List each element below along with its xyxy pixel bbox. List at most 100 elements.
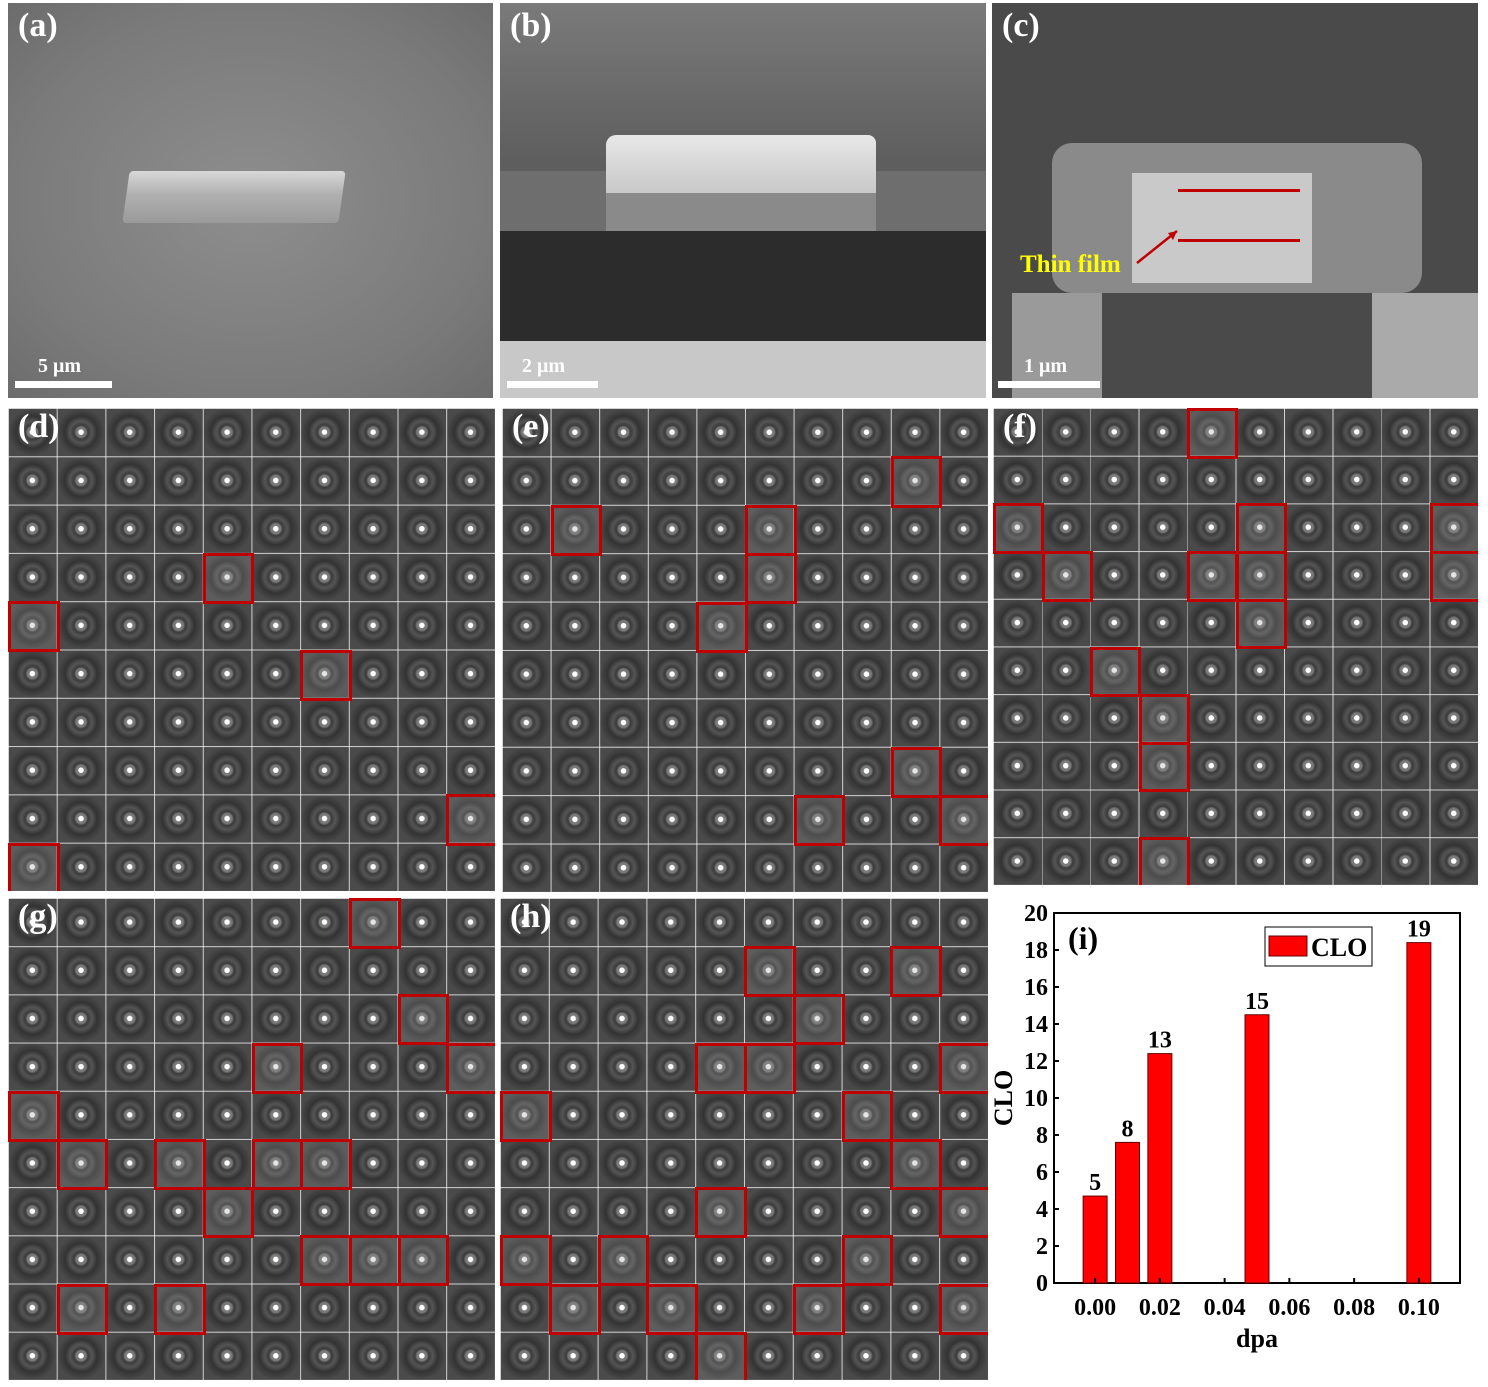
clo-marker-box <box>1187 551 1239 602</box>
clo-marker-box <box>550 504 603 557</box>
clo-marker-box <box>890 946 943 998</box>
clo-marker-box <box>793 795 846 847</box>
clo-marker-box <box>1187 408 1239 459</box>
clo-marker-box <box>841 1090 894 1142</box>
clo-marker-box <box>202 552 255 605</box>
clo-marker-box <box>993 503 1045 554</box>
x-tick-label: 0.02 <box>1139 1295 1181 1321</box>
diffraction-grid-e: (e) <box>502 408 988 892</box>
panel-label-a: (a) <box>18 7 58 44</box>
clo-marker-box <box>841 1235 894 1287</box>
pillar-top <box>606 135 876 193</box>
clo-marker-box <box>1235 551 1287 602</box>
clo-marker-box <box>500 1090 552 1142</box>
clo-marker-box <box>696 601 748 653</box>
clo-marker-box <box>939 1042 988 1094</box>
data-label: 5 <box>1089 1170 1101 1196</box>
y-tick-label: 16 <box>1024 975 1048 1001</box>
bar <box>1114 1141 1140 1284</box>
clo-marker-box <box>300 1235 352 1287</box>
clo-marker-box <box>745 553 797 605</box>
clo-marker-box <box>348 1235 401 1287</box>
clo-marker-box <box>202 1187 255 1239</box>
clo-marker-box <box>890 1139 943 1191</box>
clo-marker-box <box>792 1283 845 1335</box>
clo-marker-box <box>597 1235 650 1287</box>
support-right <box>1372 293 1478 398</box>
panel-label-d: (d) <box>18 408 60 445</box>
clo-marker-box <box>695 1331 747 1380</box>
y-tick-label: 8 <box>1036 1123 1048 1149</box>
clo-marker-box <box>890 456 943 508</box>
clo-bar-chart: 5 8 13 15 19 0 2 4 6 8 10 12 14 16 18 20 0.00 0.02 0.04 0.0… <box>990 901 1461 1353</box>
clo-marker-box <box>300 1139 352 1191</box>
data-label: 15 <box>1245 989 1269 1015</box>
data-label: 13 <box>1148 1028 1172 1054</box>
scale-text-a: 5 μm <box>38 355 81 377</box>
clo-marker-box <box>251 1042 304 1094</box>
y-tick-label: 2 <box>1036 1234 1048 1260</box>
clo-marker-box <box>744 946 796 998</box>
diffraction-grid-d: (d) <box>8 408 495 891</box>
y-tick-label: 4 <box>1036 1197 1048 1223</box>
panel-label-f: (f) <box>1003 408 1037 445</box>
bar <box>1406 942 1432 1284</box>
panel-label-g: (g) <box>18 898 58 935</box>
clo-marker-box <box>446 794 495 846</box>
clo-marker-box <box>939 1283 988 1335</box>
clo-marker-box <box>1235 503 1287 554</box>
pillar-middle <box>606 193 876 231</box>
y-axis-label: CLO <box>990 1070 1018 1126</box>
clo-marker-box <box>1235 598 1287 650</box>
clo-marker-box <box>397 1235 450 1287</box>
clo-marker-box <box>1429 503 1478 554</box>
scale-bar-b <box>507 381 598 388</box>
film-line-top <box>1178 189 1300 192</box>
film-line-bottom <box>1178 239 1300 242</box>
clo-marker-box <box>154 1283 206 1335</box>
clo-marker-box <box>744 1042 796 1094</box>
diffraction-grid-h: (h) <box>500 898 988 1380</box>
clo-marker-box <box>8 1090 60 1142</box>
bar <box>1147 1053 1173 1284</box>
clo-marker-box <box>56 1139 109 1191</box>
legend-label: CLO <box>1311 933 1367 962</box>
clo-marker-box <box>1138 837 1190 885</box>
clo-marker-box <box>8 842 60 891</box>
clo-marker-box <box>792 994 845 1046</box>
sem-image-c: Thin film (c) 1 μm <box>992 3 1478 398</box>
clo-marker-box <box>348 898 401 950</box>
scale-text-c: 1 μm <box>1024 355 1067 377</box>
clo-marker-box <box>8 601 60 653</box>
clo-marker-box <box>939 1187 988 1239</box>
clo-marker-box <box>1138 694 1190 745</box>
clo-marker-box <box>56 1283 109 1335</box>
x-tick-label: 0.00 <box>1074 1295 1116 1321</box>
x-tick-label: 0.08 <box>1333 1295 1375 1321</box>
diffraction-grid-f: (f) <box>993 408 1478 885</box>
thin-film-annotation: Thin film <box>1020 251 1121 278</box>
clo-marker-box <box>1429 551 1478 602</box>
panel-label-c: (c) <box>1002 7 1040 44</box>
y-tick-label: 12 <box>1024 1049 1048 1075</box>
clo-marker-box <box>646 1283 699 1335</box>
y-tick-label: 6 <box>1036 1160 1048 1186</box>
diffraction-grid-g: (g) <box>8 898 495 1380</box>
sem-image-b: (b) 2 μm <box>500 3 986 398</box>
y-tick-label: 14 <box>1024 1012 1048 1038</box>
x-tick-label: 0.10 <box>1398 1295 1440 1321</box>
data-label: 19 <box>1407 917 1431 943</box>
clo-marker-box <box>251 1139 304 1191</box>
y-tick-label: 10 <box>1024 1086 1048 1112</box>
clo-marker-box <box>695 1187 747 1239</box>
bar <box>1082 1195 1108 1284</box>
clo-marker-box <box>695 1042 747 1094</box>
y-tick-label: 20 <box>1024 901 1048 927</box>
micropillar-sample <box>122 171 346 223</box>
panel-label-h: (h) <box>510 898 552 935</box>
clo-marker-box <box>397 994 450 1046</box>
clo-marker-box <box>745 504 797 557</box>
clo-marker-box <box>446 1042 495 1094</box>
y-tick-label: 0 <box>1036 1271 1048 1297</box>
